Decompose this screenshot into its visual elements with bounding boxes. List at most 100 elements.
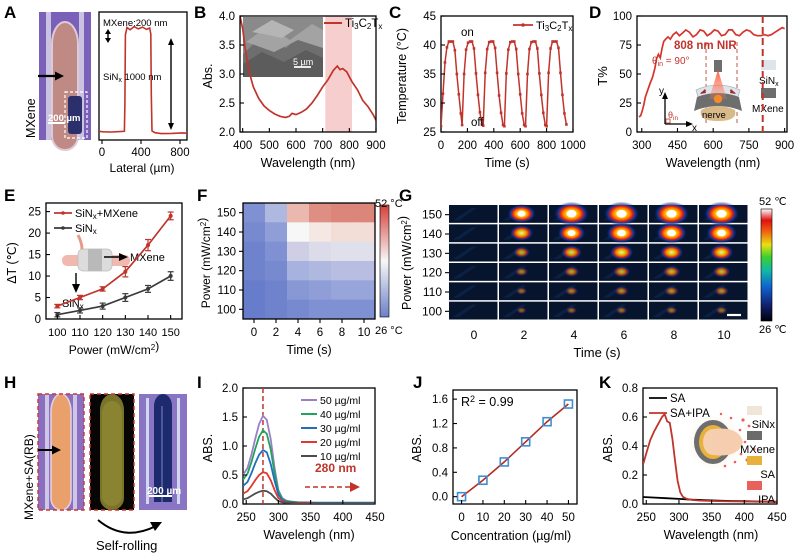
svg-text:110: 110 <box>71 327 89 339</box>
svg-text:2: 2 <box>521 328 528 342</box>
svg-text:20: 20 <box>498 512 511 524</box>
panel-K-legend-saipa: SA+IPA <box>670 408 710 420</box>
panel-D-ylabel: T% <box>595 66 610 86</box>
panel-H-image-2 <box>90 394 134 510</box>
svg-text:45: 45 <box>423 11 436 23</box>
svg-text:2.0: 2.0 <box>219 127 235 139</box>
svg-text:450: 450 <box>365 512 384 524</box>
panel-K-ylabel: ABS. <box>601 434 615 463</box>
panel-G: G 150 140 130 120 110 100 0 2 4 6 8 10 Power (mW/c… <box>395 185 799 372</box>
svg-text:150: 150 <box>422 208 442 222</box>
panel-C-annot-off: off <box>471 117 484 129</box>
svg-text:800: 800 <box>340 140 359 152</box>
svg-text:0.0: 0.0 <box>622 499 638 511</box>
panel-G-cbar-top: 52 ℃ <box>759 196 787 208</box>
svg-text:300: 300 <box>669 512 688 524</box>
svg-text:0.6: 0.6 <box>622 412 638 424</box>
panel-G-ylabel: Power (mW/cm2) <box>396 216 414 310</box>
panel-D-legend-mxene: MXene <box>752 104 784 115</box>
svg-text:200: 200 <box>458 140 477 152</box>
svg-text:140: 140 <box>422 227 442 241</box>
panel-I: I 50 µg/ml 40 µg/ml 30 µg/ml 20 µg/ml 10 µg/… <box>195 372 395 557</box>
panel-B-inset-scalebar: 5 µm <box>293 57 313 67</box>
panel-A-annot-sinx: SiNx 1000 nm <box>103 72 162 84</box>
svg-text:25: 25 <box>28 207 41 219</box>
svg-text:150: 150 <box>161 327 179 339</box>
svg-text:600: 600 <box>286 140 305 152</box>
svg-text:120: 120 <box>217 266 236 278</box>
svg-text:1.0: 1.0 <box>222 441 238 453</box>
panel-H-side-label: MXene+SA(RB) <box>22 434 36 520</box>
svg-text:5: 5 <box>35 293 41 305</box>
svg-text:250: 250 <box>637 512 656 524</box>
panel-J-ylabel: ABS. <box>410 434 424 463</box>
panel-J-annot-r2: R2 = 0.99 <box>461 394 514 409</box>
svg-text:130: 130 <box>217 246 236 258</box>
panel-E-legend: SiNx+MXene SiNx <box>54 208 138 236</box>
svg-text:0: 0 <box>35 314 41 326</box>
panel-C-chart: on off Ti3C2Tx 2530354045 0 200 400 600 800 1… <box>389 4 585 184</box>
panel-B-sem-inset: 5 µm <box>243 17 323 77</box>
svg-text:30: 30 <box>519 512 532 524</box>
panel-D-inset-schematic: nerve y x θin θin = 90° 808 nm NIR <box>652 40 784 134</box>
svg-text:100: 100 <box>217 304 236 316</box>
svg-text:600: 600 <box>511 140 530 152</box>
panel-J-chart: R2 = 0.99 0.00.40.81.21.6 0 10 20 30 40 50 AB… <box>397 374 593 554</box>
svg-text:35: 35 <box>423 69 436 81</box>
panel-H-label: H <box>4 374 16 391</box>
svg-text:0: 0 <box>99 147 105 159</box>
panel-A-scalebar-label: 200 µm <box>48 113 80 124</box>
svg-text:500: 500 <box>260 140 279 152</box>
svg-text:0.4: 0.4 <box>622 441 639 453</box>
panel-E-chart: MXene SiNx SiNx+MXene SiNx 0 5 10 15 20 25 10… <box>2 187 192 369</box>
svg-text:400: 400 <box>484 140 503 152</box>
svg-text:100: 100 <box>422 304 442 318</box>
panel-K: K <box>595 372 799 557</box>
svg-text:350: 350 <box>301 512 320 524</box>
svg-text:130: 130 <box>116 327 134 339</box>
panel-G-colorbar: 52 ℃ 26 ℃ <box>759 196 787 336</box>
figure-canvas: A MXene 200 µm MXene:200 <box>0 0 799 557</box>
svg-text:10: 10 <box>358 327 371 339</box>
panel-C-ylabel: Temperature (°C) <box>395 28 409 124</box>
svg-text:SiNx: SiNx <box>75 223 97 236</box>
panel-C-xlabel: Time (s) <box>484 156 529 170</box>
panel-K-xlabel: Wavelength (nm) <box>664 528 759 542</box>
svg-text:120: 120 <box>422 266 442 280</box>
panel-I-legend: 50 µg/ml40 µg/ml30 µg/ml20 µg/ml10 µg/ml <box>301 395 360 463</box>
svg-text:0.2: 0.2 <box>622 470 638 482</box>
svg-text:30: 30 <box>423 98 436 110</box>
panel-C-annot-on: on <box>461 27 474 39</box>
panel-A-label: A <box>4 4 16 21</box>
svg-text:MXene: MXene <box>740 444 775 456</box>
svg-text:400: 400 <box>131 147 150 159</box>
panel-G-xlabel: Time (s) <box>573 345 620 360</box>
panel-H: H MXene+SA(RB) 200 µm <box>0 372 195 557</box>
svg-text:20 µg/ml: 20 µg/ml <box>320 437 360 449</box>
svg-text:0.4: 0.4 <box>432 467 449 479</box>
panel-E-inset-mxene: MXene <box>130 252 165 264</box>
panel-D-nerve-label: nerve <box>702 110 726 121</box>
svg-text:50: 50 <box>562 512 575 524</box>
svg-text:750: 750 <box>739 140 758 152</box>
svg-text:θin: θin <box>668 110 678 122</box>
panel-E-ylabel: ΔT (℃) <box>5 242 19 284</box>
panel-H-image-3: 200 µm <box>139 394 187 510</box>
svg-text:15: 15 <box>28 250 41 262</box>
svg-text:Ti3C2Tx: Ti3C2Tx <box>345 18 382 31</box>
svg-text:8: 8 <box>339 327 345 339</box>
svg-text:0: 0 <box>471 328 478 342</box>
svg-text:0: 0 <box>626 127 632 139</box>
svg-text:10: 10 <box>28 271 41 283</box>
svg-text:110: 110 <box>423 285 442 299</box>
svg-text:100: 100 <box>48 327 66 339</box>
svg-text:250: 250 <box>237 512 256 524</box>
svg-text:25: 25 <box>619 98 632 110</box>
panel-D-xlabel: Wavelength (nm) <box>666 156 761 170</box>
svg-text:140: 140 <box>139 327 157 339</box>
svg-text:450: 450 <box>767 512 786 524</box>
panel-I-ylabel: ABS. <box>201 434 215 463</box>
svg-text:1.2: 1.2 <box>432 419 448 431</box>
svg-text:300: 300 <box>632 140 651 152</box>
svg-text:1000: 1000 <box>560 140 586 152</box>
